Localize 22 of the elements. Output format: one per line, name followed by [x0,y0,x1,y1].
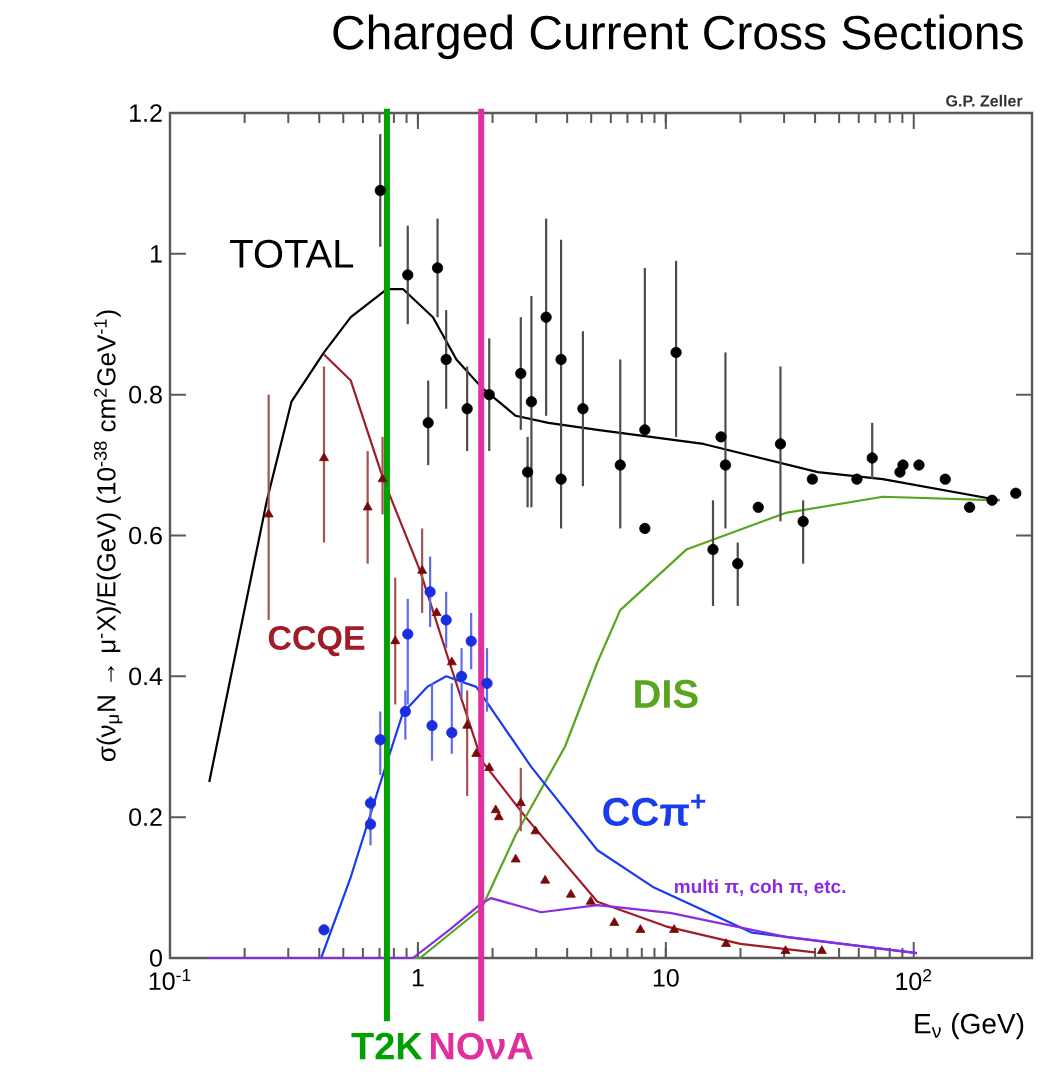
ref-line-label: NOνA [430,1032,533,1060]
text: G.P. Zeller [946,94,1023,107]
y-tick-label: 0.6 [129,526,162,545]
y-tick-label: 0 [150,949,162,967]
text: CCQE [268,625,365,657]
x-tick-label: 10$^{-1}$ [149,969,191,991]
y-tick-label: 1.2 [130,104,162,122]
x-tick-label: 10$^{2}$ [896,969,932,991]
x-tick-label: 10 [653,969,679,987]
x-axis-title: E$_{ν}$ (GeV) [915,1013,1024,1040]
x-tick-label: 1 [412,969,424,987]
y-tick-label: 0.4 [129,667,163,686]
y-tick-label: 0.2 [129,808,162,827]
series-label: TOTAL [230,239,354,268]
series-label: multi π, coh π, etc. [675,879,846,896]
y-tick-label: 0.8 [129,385,162,404]
chart-title: Charged Current Cross Sections [333,14,1023,60]
ref-line-label: T2K [351,1032,423,1060]
text: σ(ν$_{μ}$N → μ$^{-}$X)/E(GeV) (10$^{-38}$ cm$^{2}$GeV$^{-1}$) [93,310,123,762]
series-label: DIS [635,679,698,709]
series-label: CCπ$^{+}$ [603,794,706,827]
y-tick-label: 1 [150,245,162,263]
